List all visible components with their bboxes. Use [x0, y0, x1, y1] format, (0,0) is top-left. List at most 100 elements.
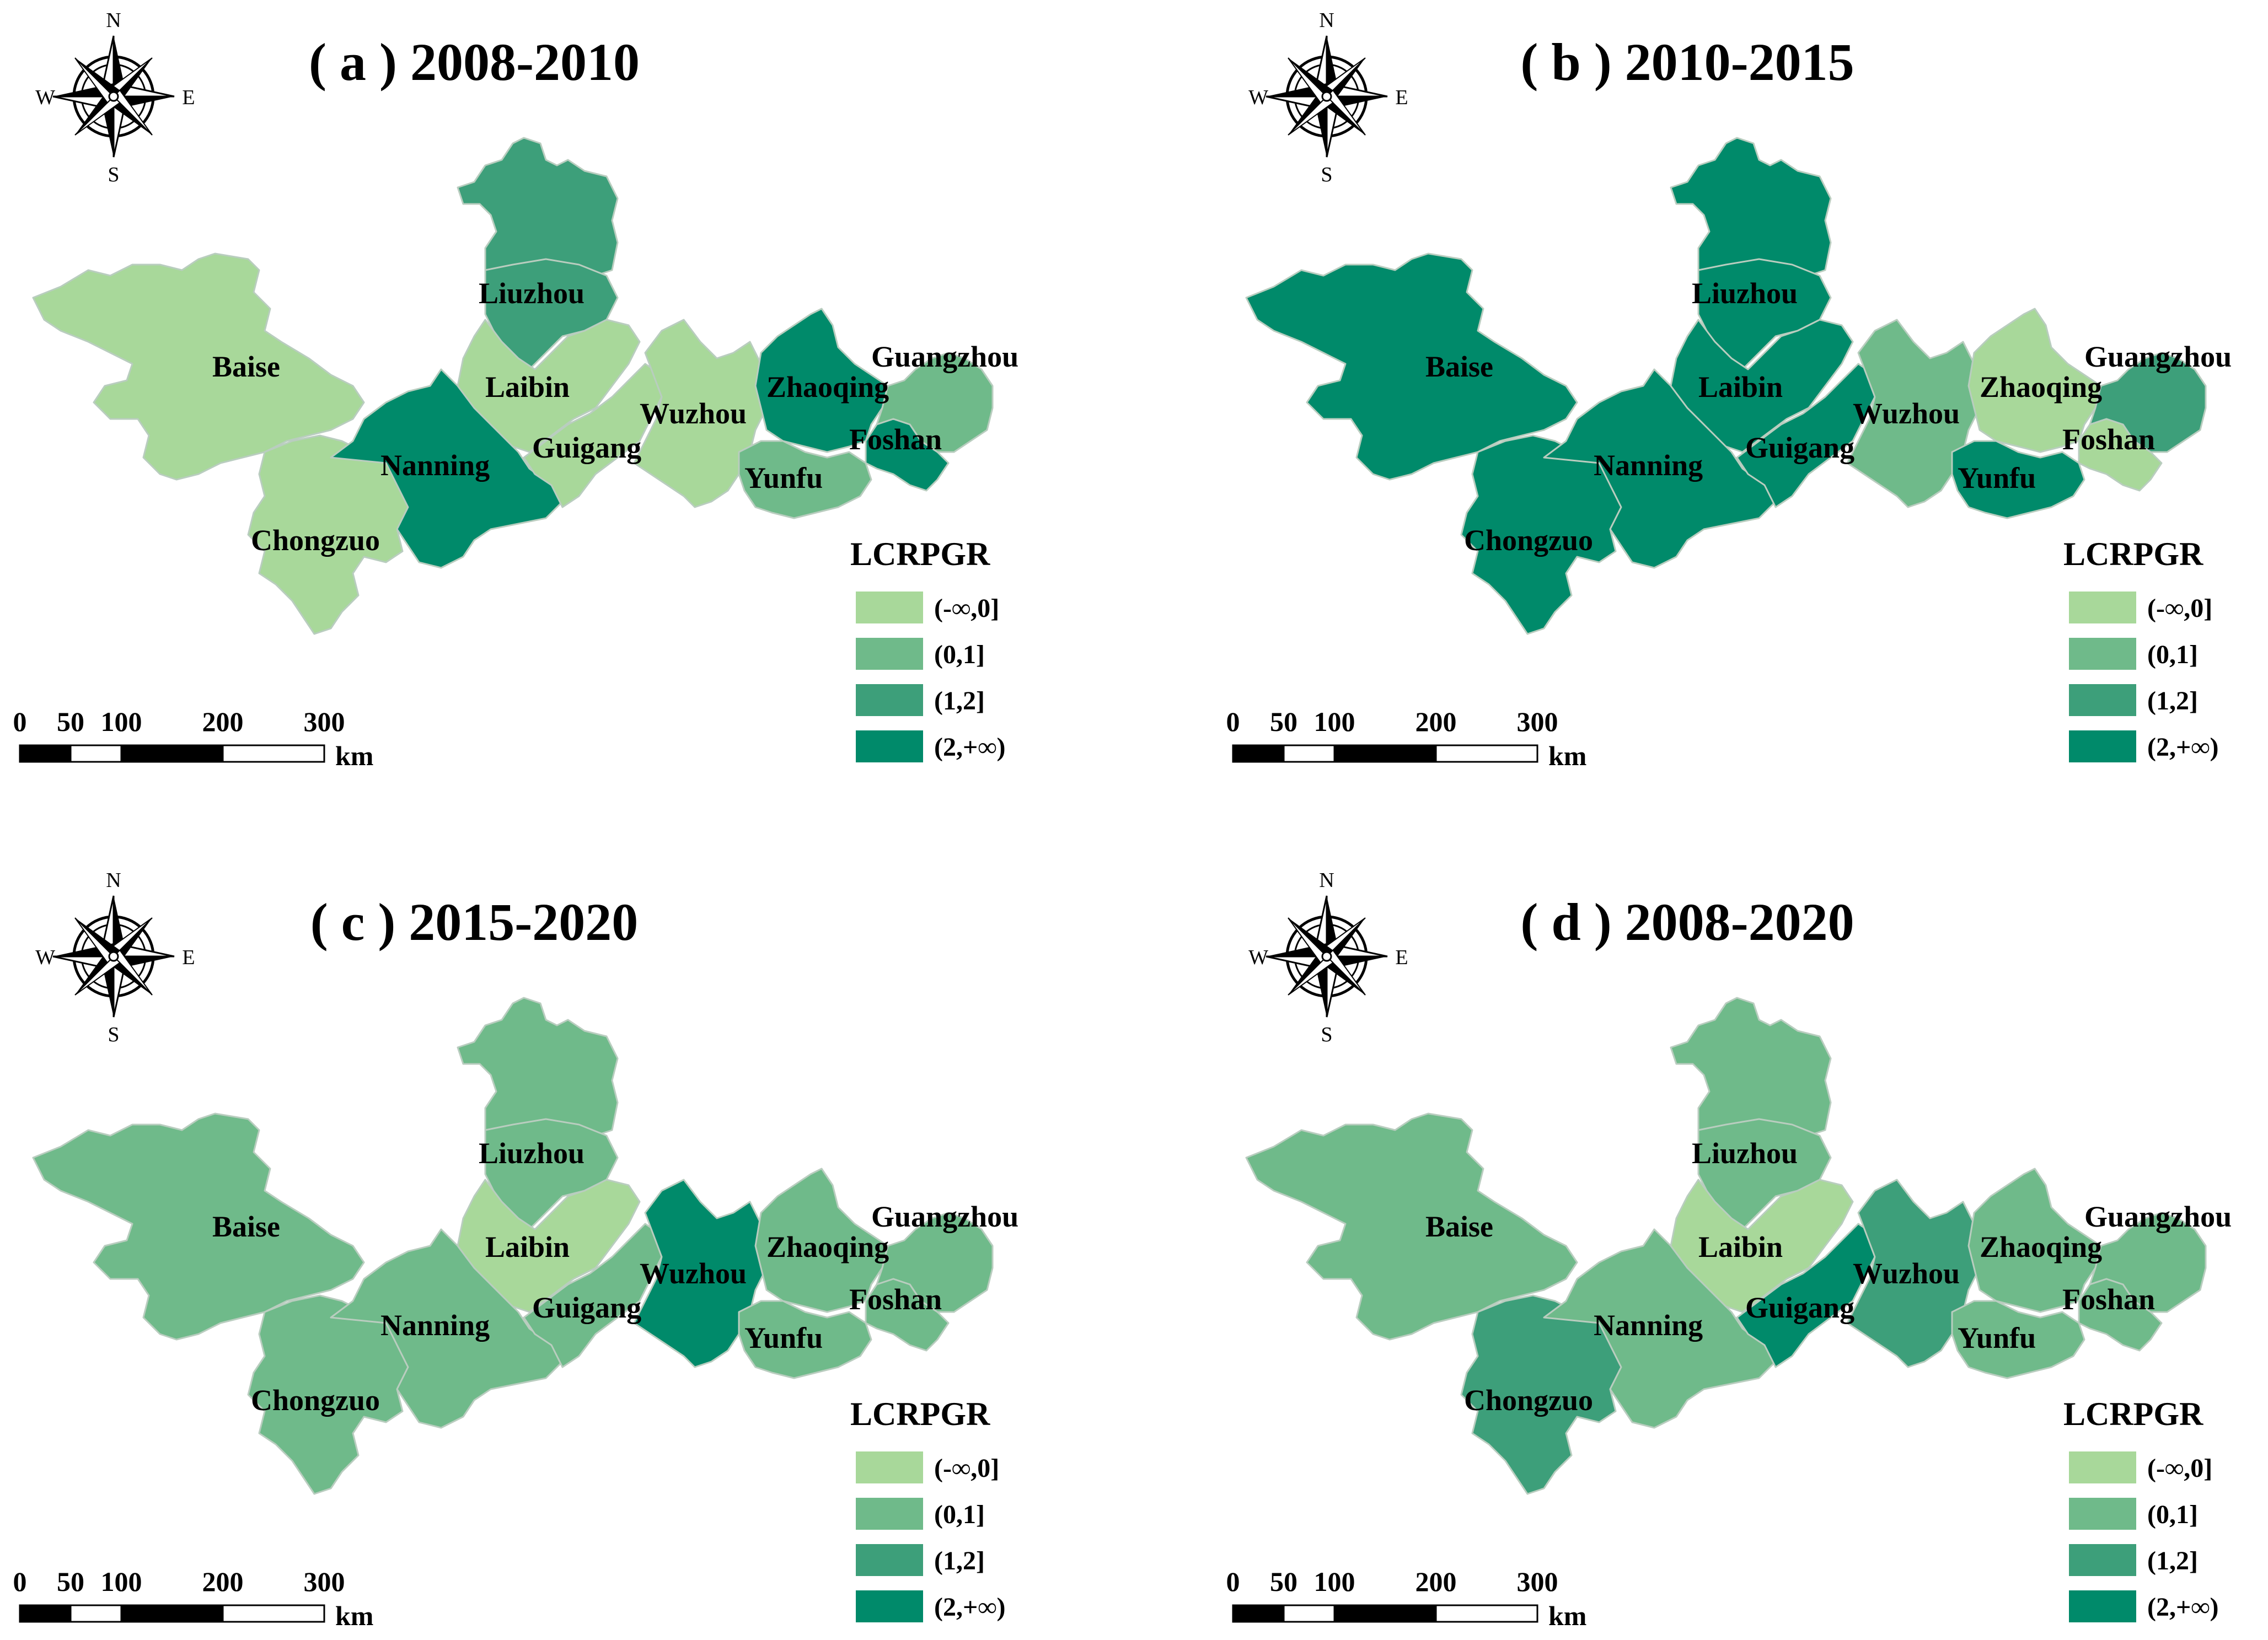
compass-south-label: S [1321, 163, 1332, 186]
legend: LCRPGR (-∞,0] (0,1] (1,2] (2,+∞) [2063, 1396, 2219, 1622]
scale-tick-label: 200 [202, 706, 244, 737]
city-label-nanning: Nanning [380, 1309, 490, 1342]
city-labels: Baise Chongzuo Nanning Liuzhou Laibin Guigang… [212, 1137, 1018, 1417]
city-label-chongzuo: Chongzuo [251, 524, 380, 557]
region-yunfu [1951, 440, 2085, 519]
city-label-guigang: Guigang [1745, 431, 1854, 464]
city-label-guigang: Guigang [532, 431, 641, 464]
legend-title: LCRPGR [2063, 1396, 2203, 1432]
panel-title: ( c ) 2015-2020 [310, 892, 639, 951]
city-label-baise: Baise [212, 350, 280, 383]
legend-swatch [2069, 684, 2136, 716]
region-foshan [865, 1278, 950, 1352]
scale-tick-label: 200 [1416, 1566, 1457, 1597]
city-label-foshan: Foshan [849, 423, 942, 456]
region-laibin [1670, 1179, 1854, 1313]
legend: LCRPGR (-∞,0] (0,1] (1,2] (2,+∞) [2063, 536, 2219, 762]
scale-tick-label: 0 [1226, 706, 1240, 737]
compass-south-label: S [1321, 1023, 1332, 1046]
region-guigang [1736, 363, 1876, 508]
region-baise [1245, 1112, 1578, 1341]
compass-north-label: N [106, 869, 121, 892]
map-panel-a: ( a ) 2008-2010 N S E W Baise Chongzuo Nanning L… [13, 9, 1019, 771]
legend-swatch [2069, 1544, 2136, 1576]
region-baise [32, 1112, 365, 1341]
city-label-guigang: Guigang [532, 1291, 641, 1324]
city-label-wuzhou: Wuzhou [1853, 1257, 1960, 1290]
scale-tick-label: 0 [13, 1566, 27, 1597]
city-label-liuzhou: Liuzhou [1692, 1137, 1798, 1170]
city-label-laibin: Laibin [1698, 1230, 1783, 1263]
city-labels: Baise Chongzuo Nanning Liuzhou Laibin Guigang… [212, 277, 1018, 557]
legend-label: (2,+∞) [2147, 733, 2219, 762]
scale-unit-label: km [335, 740, 373, 771]
city-label-zhaoqing: Zhaoqing [1980, 1230, 2102, 1263]
region-polygons [32, 997, 994, 1495]
map-panel-c: ( c ) 2015-2020 N S E W Baise Chongzuo Nanning L… [13, 869, 1019, 1631]
scale-unit-label: km [335, 1600, 373, 1631]
legend-label: (0,1] [2147, 640, 2198, 669]
legend: LCRPGR (-∞,0] (0,1] (1,2] (2,+∞) [850, 536, 1006, 762]
region-laibin [1670, 319, 1854, 453]
scale-tick-label: 100 [1314, 706, 1355, 737]
scale-tick-label: 50 [57, 706, 84, 737]
city-label-nanning: Nanning [1594, 1309, 1703, 1342]
compass-rose-icon: N S E W [35, 9, 195, 186]
legend-label: (1,2] [934, 1546, 985, 1576]
legend-title: LCRPGR [850, 536, 990, 572]
compass-south-label: S [108, 163, 119, 186]
city-label-baise: Baise [1425, 1210, 1493, 1243]
region-yunfu [1951, 1300, 2085, 1379]
legend-swatch [2069, 1498, 2136, 1530]
city-label-liuzhou: Liuzhou [1692, 277, 1798, 310]
compass-east-label: E [182, 86, 195, 109]
city-label-liuzhou: Liuzhou [479, 1137, 585, 1170]
compass-north-label: N [1319, 869, 1334, 892]
region-polygons [1245, 997, 2207, 1495]
panel-title: ( b ) 2010-2015 [1520, 33, 1854, 92]
map-panel-d: ( d ) 2008-2020 N S E W Baise Chongzuo Nanning L… [1226, 869, 2232, 1631]
city-label-liuzhou: Liuzhou [479, 277, 585, 310]
region-polygons [1245, 137, 2207, 635]
legend-swatch [856, 638, 923, 670]
region-foshan [2078, 418, 2163, 492]
region-baise [1245, 252, 1578, 481]
legend-swatch [856, 1498, 923, 1530]
compass-rose-icon: N S E W [1248, 869, 1408, 1046]
scale-tick-label: 300 [1517, 706, 1558, 737]
scale-tick-label: 50 [1270, 1566, 1297, 1597]
city-label-zhaoqing: Zhaoqing [766, 1230, 889, 1263]
legend-swatch [2069, 1451, 2136, 1483]
region-foshan [2078, 1278, 2163, 1352]
scale-tick-label: 0 [13, 706, 27, 737]
legend-swatch [856, 684, 923, 716]
city-label-chongzuo: Chongzuo [1464, 524, 1593, 557]
compass-west-label: W [35, 86, 55, 109]
scale-tick-label: 100 [101, 706, 142, 737]
city-label-foshan: Foshan [2062, 1283, 2155, 1316]
scale-tick-label: 100 [101, 1566, 142, 1597]
region-baise [32, 252, 365, 481]
compass-south-label: S [108, 1023, 119, 1046]
legend: LCRPGR (-∞,0] (0,1] (1,2] (2,+∞) [850, 1396, 1006, 1622]
city-label-nanning: Nanning [380, 449, 490, 482]
city-label-guangzhou: Guangzhou [871, 1200, 1018, 1233]
scale-tick-label: 300 [304, 706, 345, 737]
region-laibin [457, 1179, 641, 1313]
region-liuzhou-north [457, 137, 619, 277]
region-guigang [1736, 1223, 1876, 1368]
legend-swatch [856, 1544, 923, 1576]
legend-label: (2,+∞) [934, 1593, 1006, 1622]
compass-west-label: W [1248, 86, 1268, 109]
compass-west-label: W [35, 946, 55, 969]
region-yunfu [738, 440, 872, 519]
city-labels: Baise Chongzuo Nanning Liuzhou Laibin Guigang… [1425, 1137, 2232, 1417]
scale-tick-label: 300 [1517, 1566, 1558, 1597]
scale-unit-label: km [1548, 1600, 1586, 1631]
legend-label: (-∞,0] [2147, 594, 2212, 623]
scale-tick-label: 200 [1416, 706, 1457, 737]
region-liuzhou-north [1670, 137, 1832, 277]
scale-tick-label: 300 [304, 1566, 345, 1597]
